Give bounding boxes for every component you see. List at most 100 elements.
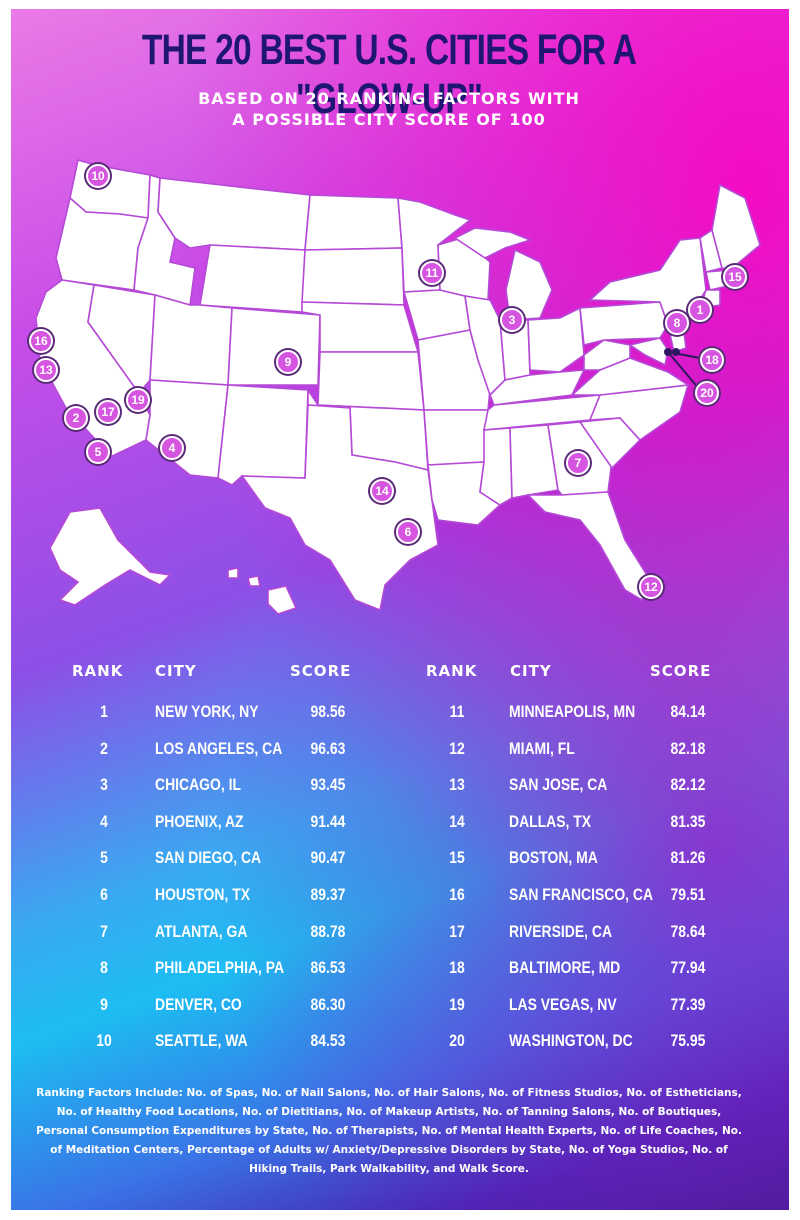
state-north-dakota [304, 194, 403, 251]
table-row-score: 75.95 [670, 1031, 706, 1051]
table-row-city: MINNEAPOLIS, MN [509, 702, 636, 721]
city-marker: 17 [94, 398, 122, 426]
table-row-rank: 3 [100, 775, 108, 795]
table-row-rank: 19 [449, 994, 465, 1014]
state-michigan-lower [505, 248, 553, 321]
marker-dot [420, 261, 444, 285]
table-row-rank: 7 [100, 921, 108, 941]
state-florida [526, 491, 651, 602]
state-maine [711, 183, 761, 271]
city-marker: 16 [27, 327, 55, 355]
city-marker: 9 [274, 348, 302, 376]
table-row-rank: 16 [449, 885, 465, 904]
table-row-city: SAN DIEGO, CA [155, 848, 262, 868]
marker-rank-label: 19 [131, 393, 145, 407]
table-row-city: ATLANTA, GA [155, 921, 248, 941]
state-new-mexico [217, 384, 309, 486]
table-row-score: 93.45 [310, 775, 346, 795]
table-row-city: SAN JOSE, CA [509, 775, 608, 795]
table-row-score: 78.64 [670, 921, 706, 941]
table-row-rank: 20 [449, 1031, 465, 1051]
city-marker: 20 [693, 379, 721, 407]
state-new-york [587, 237, 707, 327]
marker-rank-label: 13 [39, 363, 53, 377]
table-row-score: 88.78 [310, 921, 346, 941]
header-city-left: CITY [155, 662, 197, 680]
marker-dot [126, 388, 150, 412]
marker-rank-label: 1 [697, 303, 704, 317]
table-row-city: DENVER, CO [155, 994, 242, 1014]
state-michigan-upper [453, 227, 533, 259]
header-rank-left: RANK [72, 662, 124, 680]
table-row-score: 86.53 [310, 958, 346, 978]
table-row-score: 81.26 [670, 848, 706, 868]
marker-rank-label: 11 [426, 266, 439, 280]
header-city-right: CITY [510, 662, 552, 680]
table-row-score: 86.30 [310, 994, 346, 1014]
table-row-score: 79.51 [670, 885, 706, 904]
state-kansas [317, 351, 425, 411]
state-hawaii [227, 567, 298, 615]
marker-dot [566, 451, 590, 475]
marker-dot [639, 575, 663, 599]
marker-dot [86, 440, 110, 464]
marker-dot [688, 298, 712, 322]
table-row-rank: 10 [96, 1031, 112, 1051]
state-utah [149, 293, 233, 386]
table-row-rank: 6 [100, 885, 108, 904]
marker-rank-label: 9 [285, 355, 292, 369]
marker-dot [34, 358, 58, 382]
table-row-rank: 1 [100, 702, 108, 721]
table-row-city: MIAMI, FL [509, 738, 575, 758]
table-row-rank: 8 [100, 958, 108, 978]
marker-dot [665, 311, 689, 335]
state-montana [157, 177, 311, 251]
marker-rank-label: 12 [644, 580, 658, 594]
marker-rank-label: 5 [95, 445, 102, 459]
city-marker: 6 [394, 518, 422, 546]
city-marker: 3 [498, 306, 526, 334]
table-row-city: BOSTON, MA [509, 848, 598, 868]
marker-rank-label: 4 [169, 441, 176, 455]
city-marker: 13 [32, 356, 60, 384]
table-row-city: RIVERSIDE, CA [509, 921, 613, 941]
ranking-factors-note: Ranking Factors Include: No. of Spas, No… [36, 1087, 742, 1175]
header-score-left: SCORE [290, 662, 352, 680]
state-wyoming [199, 244, 306, 313]
table-row-rank: 5 [100, 848, 108, 868]
connector-dot [664, 348, 672, 356]
marker-rank-label: 17 [101, 405, 115, 419]
marker-rank-label: 20 [700, 386, 714, 400]
city-marker: 4 [158, 434, 186, 462]
table-row-city: NEW YORK, NY [155, 702, 259, 721]
table-row-city: SAN FRANCISCO, CA [509, 885, 654, 904]
state-maryland [628, 337, 669, 367]
table-row-rank: 4 [100, 811, 108, 831]
page-subtitle: BASED ON 20 RANKING FACTORS WITH A POSSI… [0, 88, 778, 130]
marker-rank-label: 16 [34, 334, 48, 348]
table-row-score: 82.18 [670, 738, 706, 758]
table-row-city: LOS ANGELES, CA [155, 738, 283, 758]
table-row-city: CHICAGO, IL [155, 775, 241, 795]
table-row-rank: 12 [449, 738, 465, 758]
marker-dot [695, 381, 719, 405]
subtitle-line-1: BASED ON 20 RANKING FACTORS WITH [198, 89, 580, 108]
city-marker: 12 [637, 573, 665, 601]
table-row-rank: 14 [449, 811, 465, 831]
table-row-score: 82.12 [670, 775, 706, 795]
city-marker: 1 [686, 296, 714, 324]
table-row-score: 98.56 [310, 702, 346, 721]
marker-dot [700, 348, 724, 372]
city-marker: 10 [84, 162, 112, 190]
table-row-rank: 11 [449, 702, 465, 721]
marker-rank-label: 3 [509, 313, 516, 327]
table-row-city: PHILADELPHIA, PA [155, 958, 285, 978]
marker-dot [723, 265, 747, 289]
state-south-dakota [301, 247, 405, 306]
table-row-score: 77.94 [670, 958, 706, 978]
table-row-city: HOUSTON, TX [155, 885, 251, 904]
marker-rank-label: 6 [405, 525, 412, 539]
subtitle-line-2: A POSSIBLE CITY SCORE OF 100 [232, 110, 546, 129]
table-row-score: 84.53 [310, 1031, 346, 1051]
table-row-score: 96.63 [310, 738, 346, 758]
